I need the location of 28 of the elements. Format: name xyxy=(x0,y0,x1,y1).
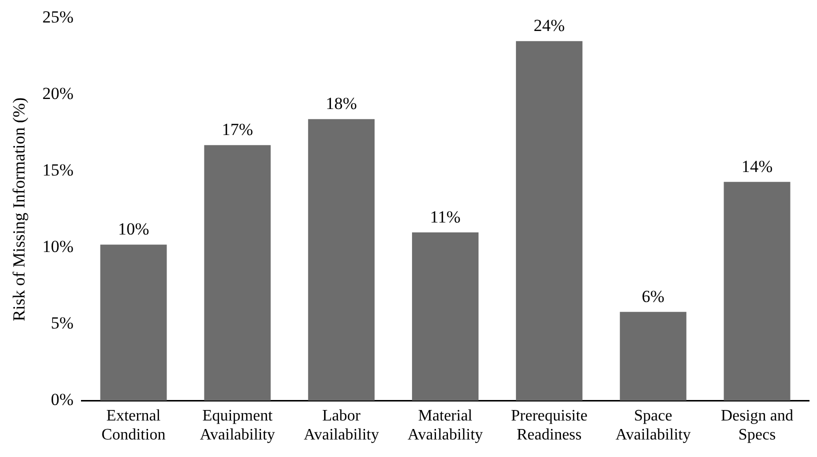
x-tick-label: Labor Availability xyxy=(304,407,379,444)
x-tick-label: Material Availability xyxy=(408,407,483,444)
data-label: 17% xyxy=(222,120,254,140)
y-axis-title: Risk of Missing Information (%) xyxy=(10,97,29,322)
bar xyxy=(724,182,790,401)
bar xyxy=(308,119,375,401)
x-tick-label: Design and Specs xyxy=(720,407,794,444)
x-tick-label: Space Availability xyxy=(615,407,691,444)
bar xyxy=(204,145,271,401)
data-label: 14% xyxy=(741,156,773,176)
x-tick-label: External Condition xyxy=(102,407,166,444)
data-label: 6% xyxy=(642,286,664,306)
y-tick-label: 15% xyxy=(42,160,74,180)
data-label: 24% xyxy=(534,16,565,36)
y-tick-label: 5% xyxy=(50,314,74,333)
y-tick-label: 20% xyxy=(42,84,74,104)
data-label: 11% xyxy=(430,207,461,226)
y-tick-label: 0% xyxy=(50,390,74,410)
bar xyxy=(100,244,167,401)
x-tick-label: Equipment Availability xyxy=(200,407,276,444)
data-label: 18% xyxy=(326,94,357,114)
y-tick-label: 25% xyxy=(42,8,74,27)
bar xyxy=(620,312,686,401)
bar xyxy=(412,232,479,401)
data-label: 10% xyxy=(118,220,150,239)
x-tick-label: Prerequisite Readiness xyxy=(510,407,588,444)
y-tick-label: 10% xyxy=(42,237,74,256)
bar xyxy=(516,41,582,401)
